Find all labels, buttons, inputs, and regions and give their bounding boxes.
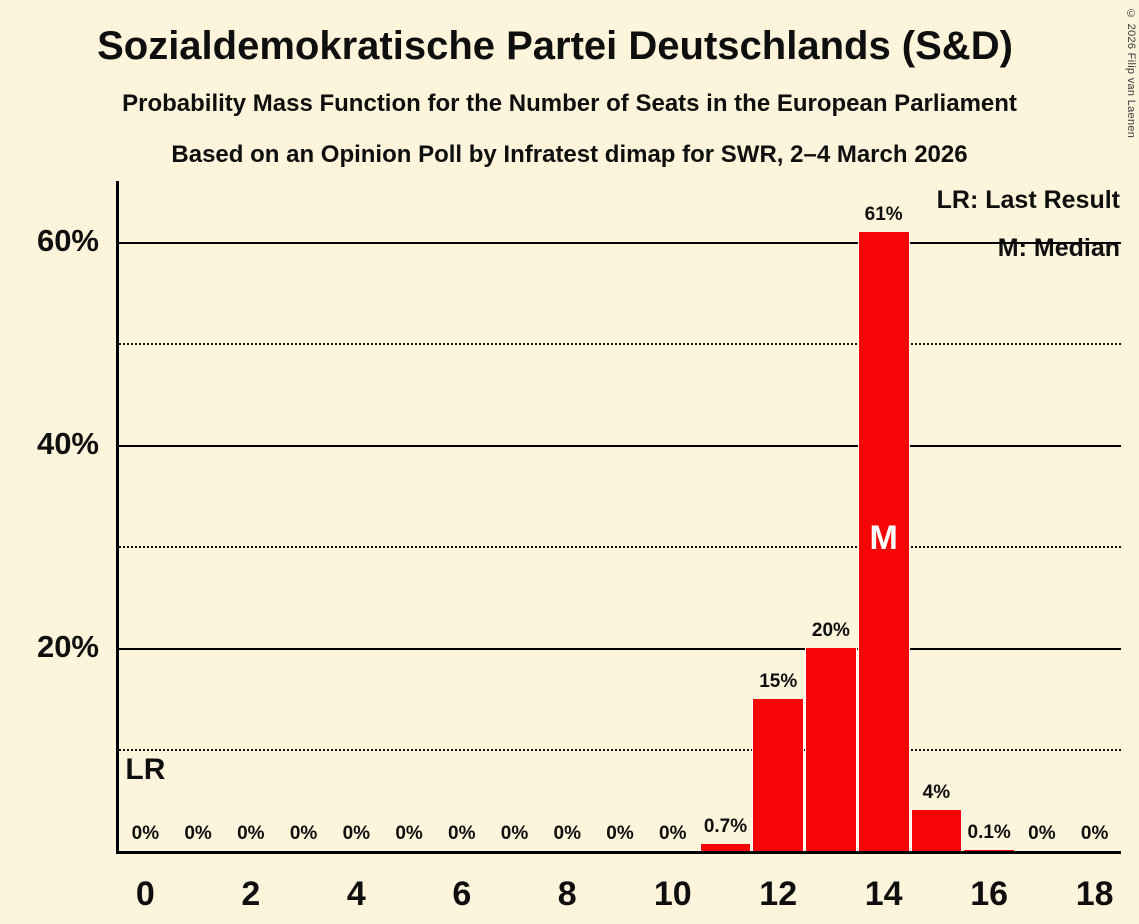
gridline-dotted-30 [119,546,1121,549]
bar-value-label-seat-13: 20% [811,619,850,641]
bar-seat-13 [805,647,857,851]
x-axis-tick-label-2: 2 [241,875,261,913]
bar-value-label-seat-6: 0% [448,823,476,844]
bar-value-label-seat-0: 0% [131,823,160,844]
bar-value-label-seat-5: 0% [395,823,423,844]
gridline-solid-60 [119,241,1121,244]
median-marker: M [869,519,898,558]
chart-subtitle: Probability Mass Function for the Number… [122,90,1017,117]
legend-last-result: LR: Last Result [936,186,1120,214]
bar-value-label-seat-2: 0% [237,823,265,844]
last-result-marker: LR [125,753,166,786]
bar-value-label-seat-12: 15% [759,670,798,692]
gridline-solid-20 [119,647,1121,650]
gridline-dotted-10 [119,749,1121,752]
bar-value-label-seat-4: 0% [342,823,371,844]
bar-value-label-seat-18: 0% [1080,823,1109,844]
bar-value-label-seat-10: 0% [659,823,687,844]
x-axis-tick-label-6: 6 [452,875,472,913]
gridline-solid-40 [119,444,1121,447]
bar-value-label-seat-14: 61% [864,203,903,225]
x-axis-tick-label-4: 4 [346,875,366,913]
bar-value-label-seat-16: 0.1% [967,822,1011,843]
x-axis-tick-label-18: 18 [1075,875,1114,913]
bar-value-label-seat-9: 0% [606,823,634,844]
bar-value-label-seat-7: 0% [500,823,529,844]
x-axis-tick-label-12: 12 [759,875,798,913]
gridline-dotted-50 [119,343,1121,346]
bar-seat-12 [752,698,805,851]
legend-median: M: Median [997,234,1120,262]
x-axis-tick-label-8: 8 [557,875,577,913]
bar-seat-15 [910,810,963,851]
y-axis-tick-label: 40% [36,425,99,461]
y-axis-tick-label: 20% [36,628,99,664]
bar-value-label-seat-15: 4% [922,782,951,804]
bar-seat-11 [699,843,752,851]
bar-value-label-seat-8: 0% [553,823,581,844]
x-axis-tick-label-10: 10 [653,875,692,913]
bar-seat-16 [963,850,1016,851]
copyright-notice: © 2026 Filip van Laenen [1125,8,1137,139]
x-axis-tick-label-16: 16 [970,875,1009,913]
bar-value-label-seat-11: 0.7% [703,815,748,837]
bar-value-label-seat-3: 0% [289,823,318,844]
bar-value-label-seat-1: 0% [184,823,212,844]
chart-title: Sozialdemokratische Partei Deutschlands … [97,24,1013,68]
x-axis-tick-label-0: 0 [135,875,155,913]
y-axis-tick-label: 60% [36,222,99,258]
chart-source-line: Based on an Opinion Poll by Infratest di… [171,141,968,168]
plot-area: 20% 40% 60% 0% 0% 0% 0% 0% 0% 0% 0% 0% 0% 0% 0.7% 15% 20… [37,181,1121,913]
bar-seat-14 [857,231,910,851]
bar-value-label-seat-17: 0% [1028,823,1056,844]
x-axis-tick-label-14: 14 [864,875,903,913]
